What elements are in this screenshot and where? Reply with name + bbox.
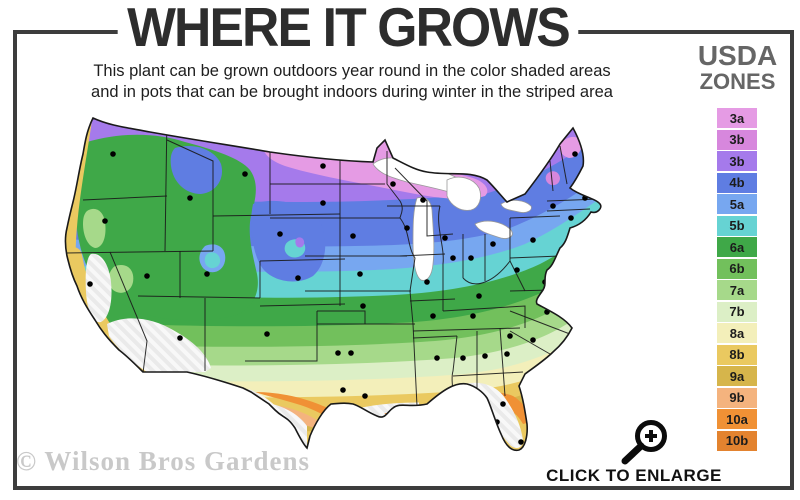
us-hardiness-zone-map	[55, 106, 669, 482]
zone-swatch-7b-9: 7b	[717, 301, 757, 322]
zone-swatch-3b-1: 3b	[717, 129, 757, 150]
zone-swatch-3b-2: 3b	[717, 151, 757, 171]
subtitle: This plant can be grown outdoors year ro…	[42, 61, 662, 102]
zone-swatch-8b-11: 8b	[717, 344, 757, 365]
magnifier-plus-icon[interactable]	[615, 412, 677, 473]
zone-swatch-5a-4: 5a	[717, 194, 757, 214]
zone-swatch-9b-13: 9b	[717, 387, 757, 408]
zone-swatch-7a-8: 7a	[717, 280, 757, 300]
usda-zones-legend-title: USDA ZONES	[690, 42, 785, 94]
great-lakes	[372, 157, 532, 281]
zone-swatch-5b-5: 5b	[717, 215, 757, 236]
click-to-enlarge-button[interactable]: CLICK TO ENLARGE	[538, 466, 730, 486]
zone-swatch-6b-7: 6b	[717, 258, 757, 279]
page-title: WHERE IT GROWS	[117, 0, 579, 55]
zone-swatch-8a-10: 8a	[717, 323, 757, 343]
subtitle-line-1: This plant can be grown outdoors year ro…	[93, 62, 611, 80]
zone-swatch-4b-3: 4b	[717, 172, 757, 193]
zone-swatch-10b-15: 10b	[717, 430, 757, 451]
city-markers	[87, 151, 588, 445]
us-map-svg	[64, 117, 602, 452]
watermark: © Wilson Bros Gardens	[16, 446, 310, 476]
zone-swatch-10a-14: 10a	[717, 409, 757, 429]
zone-legend-swatches: 3a 3b 3b 4b 5a 5b 6a 6b 7a 7b 8a 8b 9a 9b 10a 10b	[717, 108, 757, 452]
legend-title-zones: ZONES	[699, 69, 776, 94]
zone-swatch-9a-12: 9a	[717, 366, 757, 386]
subtitle-line-2: and in pots that can be brought indoors …	[91, 82, 613, 101]
zone-swatch-3a-0: 3a	[717, 108, 757, 128]
zone-swatch-6a-6: 6a	[717, 237, 757, 257]
legend-title-usda: USDA	[697, 40, 778, 71]
